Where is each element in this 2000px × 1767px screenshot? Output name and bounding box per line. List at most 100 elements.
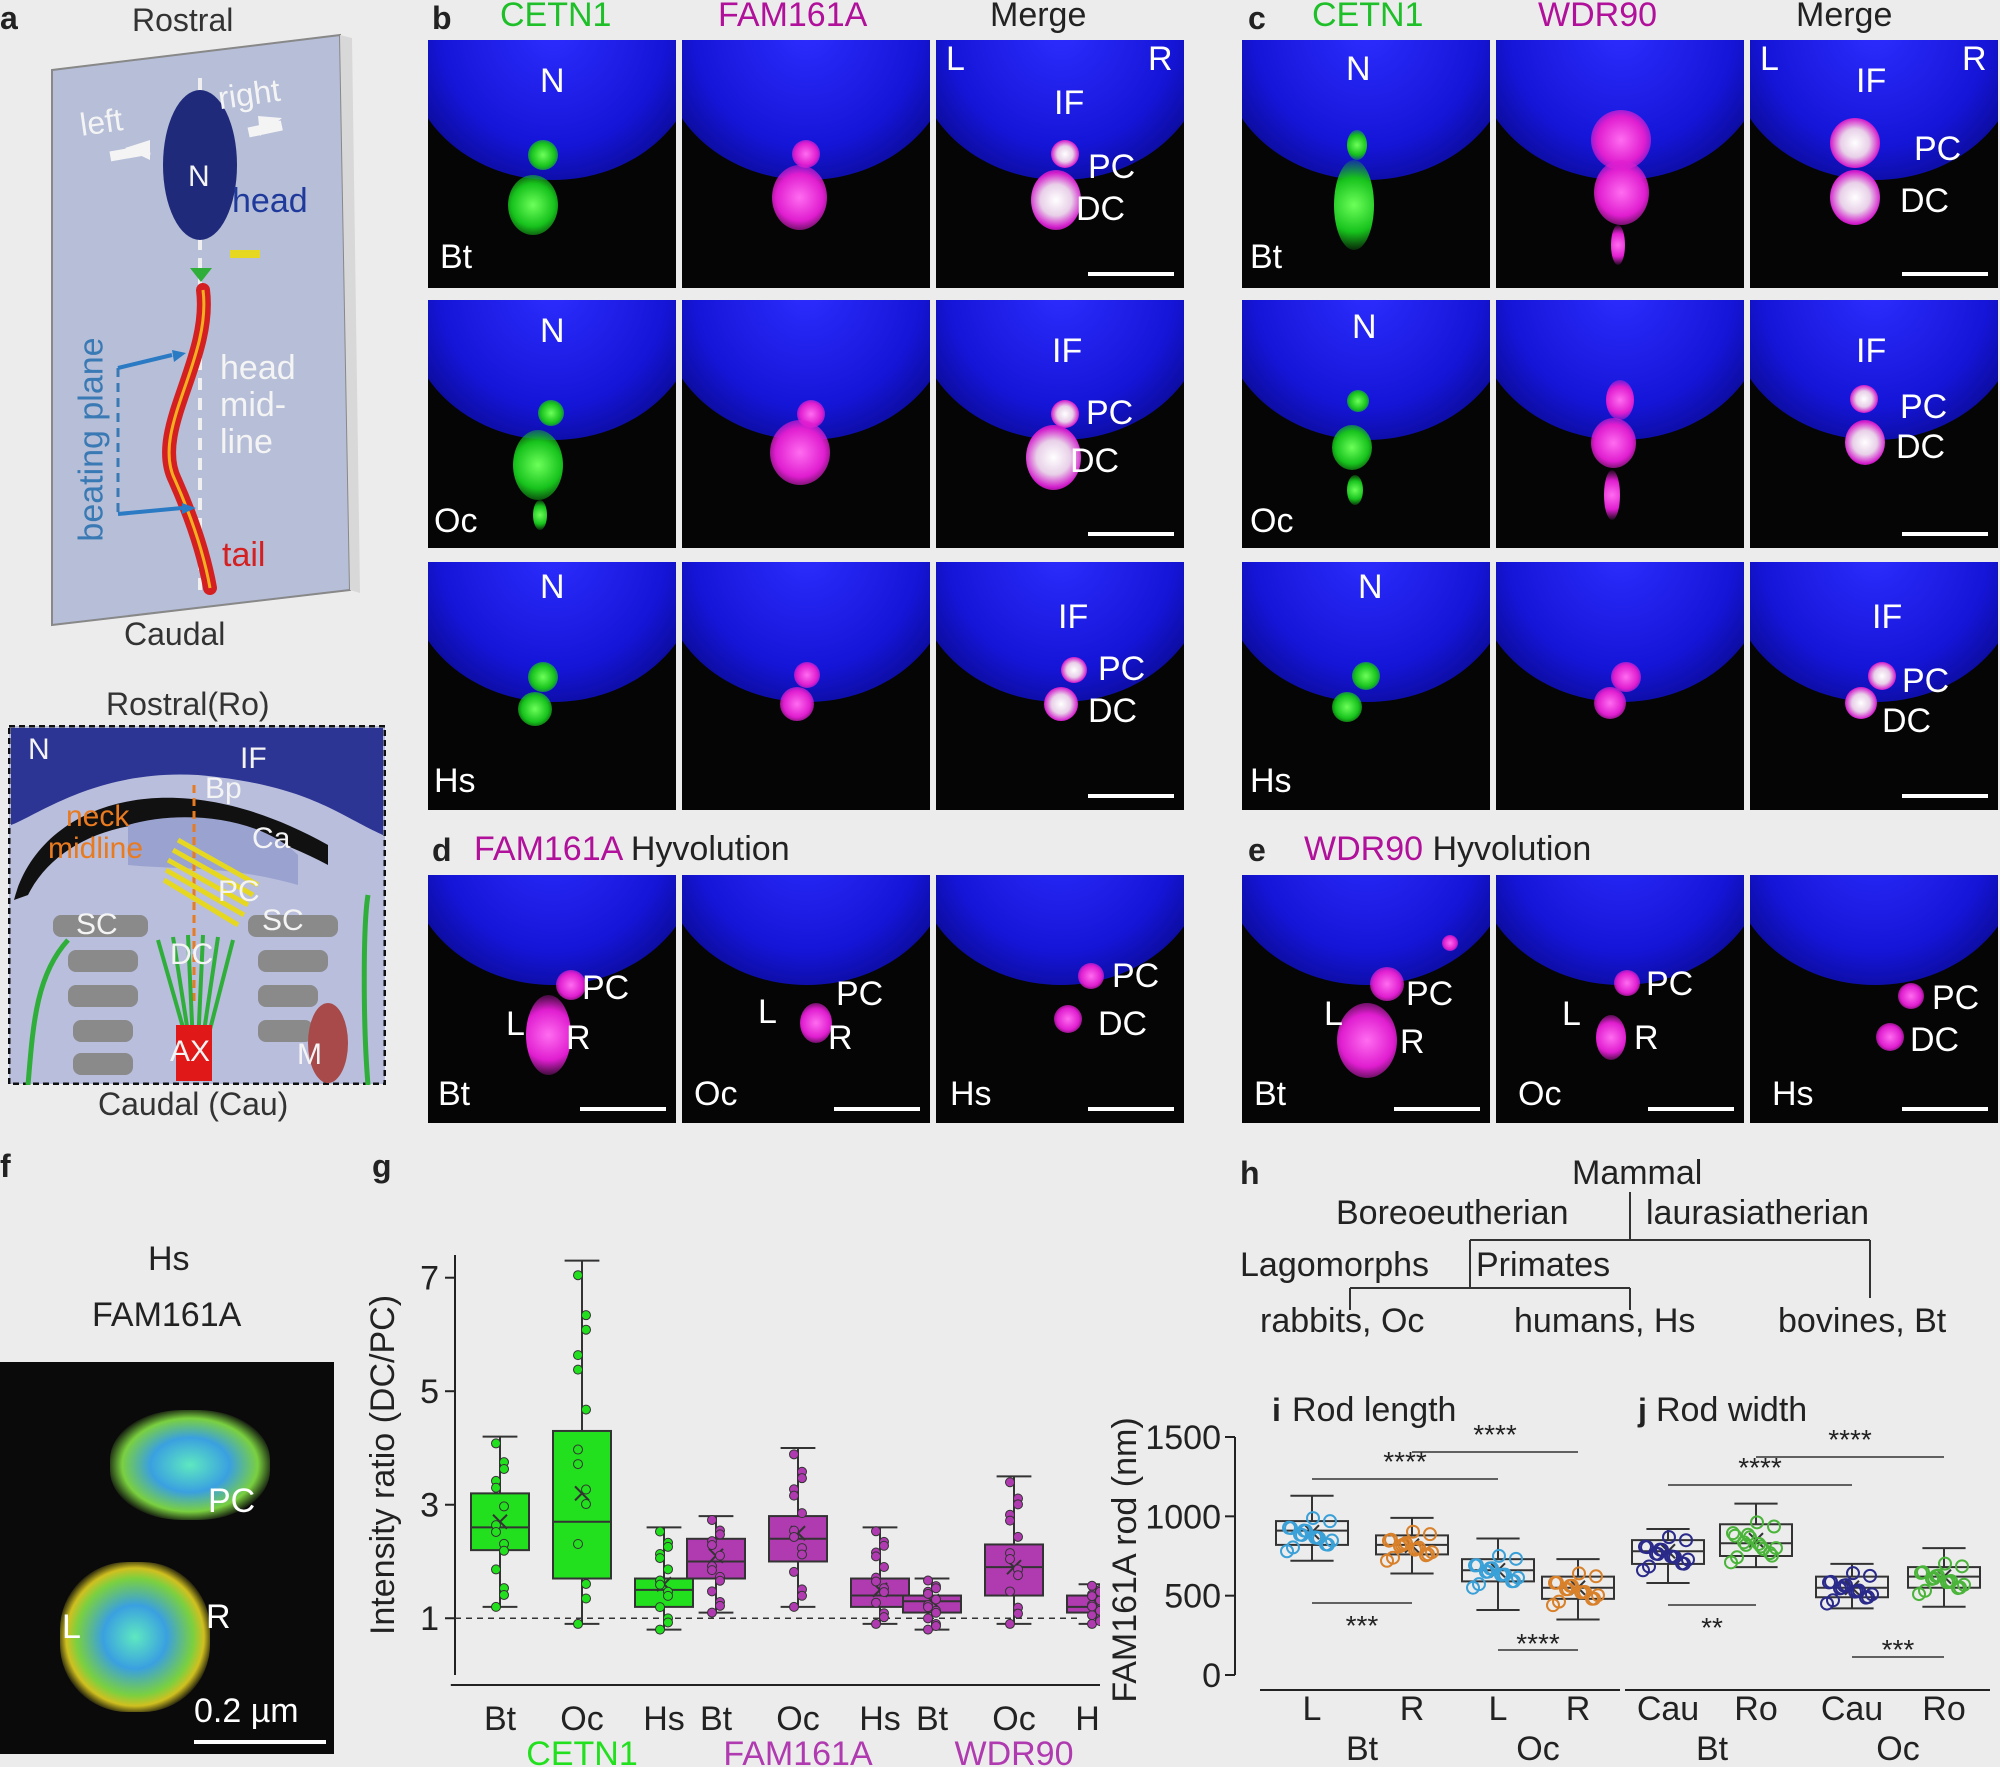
c-oc-wdr90-tile: [1496, 300, 1744, 548]
data-point: [1299, 1523, 1313, 1538]
data-point: [1756, 1542, 1770, 1557]
c-wdr90-header: WDR90: [1538, 0, 1658, 34]
data-point: [1589, 1569, 1603, 1584]
b-cetn1-header: CETN1: [500, 0, 612, 34]
scale-bar: [1088, 272, 1174, 276]
data-point: [1423, 1527, 1437, 1542]
data-point: [707, 1540, 717, 1551]
significance-stars: ***: [1882, 1634, 1915, 1665]
tile-n-label: N: [540, 568, 565, 606]
data-point: [1005, 1553, 1015, 1564]
data-point: [715, 1575, 725, 1586]
tile-dc-label: DC: [1882, 702, 1932, 740]
tile-dc-label: DC: [1070, 442, 1120, 480]
data-point: [1726, 1526, 1740, 1541]
box-CETN1-Bt: [470, 1435, 530, 1608]
data-point: [1005, 1477, 1015, 1488]
data-point: [1284, 1521, 1298, 1536]
tile-species-label: Bt: [1254, 1075, 1287, 1113]
data-point: [491, 1482, 501, 1493]
data-point: [1095, 1605, 1100, 1616]
h-humans: humans, Hs: [1514, 1302, 1696, 1340]
data-point: [923, 1575, 933, 1586]
data-point: [1095, 1586, 1100, 1597]
significance-stars: ****: [1828, 1424, 1872, 1455]
data-point: [707, 1514, 717, 1525]
x-tick-label: Ro: [1734, 1690, 1777, 1728]
tile-if-label: IF: [1872, 598, 1903, 636]
data-point: [879, 1587, 889, 1598]
data-point: [1754, 1539, 1768, 1554]
b-bt-fam161a-tile: [682, 40, 930, 288]
f-species: Hs: [148, 1240, 190, 1278]
data-point: [789, 1449, 799, 1460]
data-point: [573, 1444, 583, 1455]
box: [1275, 1520, 1349, 1546]
e-method: Hyvolution: [1432, 830, 1592, 868]
data-point: [573, 1618, 583, 1629]
significance-stars: **: [1701, 1612, 1723, 1643]
b-bt-cetn1-tile: N Bt: [428, 40, 676, 288]
data-point: [879, 1612, 889, 1623]
x-tick-label: Cau: [1637, 1690, 1699, 1728]
data-point: [581, 1484, 591, 1495]
data-point: [581, 1310, 591, 1321]
data-point: [707, 1586, 717, 1597]
panel-f-label: f: [0, 1148, 11, 1184]
f-r-label: R: [206, 1598, 231, 1636]
neck-m-label: M: [297, 1038, 322, 1071]
tile-dc-label: DC: [1900, 182, 1950, 220]
scale-bar: [1648, 1107, 1734, 1111]
data-point: [663, 1617, 673, 1628]
x-tick-label: Hs: [859, 1700, 901, 1738]
data-point: [1681, 1552, 1695, 1567]
y-axis-label: FAM161A rod (nm): [1106, 1417, 1144, 1702]
tile-pc-label: PC: [1098, 650, 1146, 688]
neck-word: neck: [66, 800, 130, 833]
data-point: [797, 1508, 807, 1519]
data-point: [871, 1526, 881, 1537]
tile-pc-label: PC: [836, 975, 884, 1013]
data-point: [1470, 1558, 1484, 1573]
scale-bar: [1394, 1107, 1480, 1111]
panel-a: Rostral left right N head head mid- line…: [0, 0, 400, 1122]
neck-pc-label: PC: [218, 875, 260, 908]
data-point: [1507, 1574, 1521, 1589]
data-point: [1750, 1515, 1764, 1530]
data-point: [1677, 1556, 1691, 1571]
data-point: [1572, 1566, 1586, 1581]
e-bt-tile: PC L R Bt: [1242, 875, 1490, 1123]
tile-species-label: Bt: [438, 1075, 471, 1113]
y-tick-label: 5: [420, 1373, 439, 1411]
x-tick-label: Bt: [700, 1700, 733, 1738]
left-label: left: [77, 101, 125, 143]
h-rabbits: rabbits, Oc: [1260, 1302, 1425, 1340]
data-point: [871, 1597, 881, 1608]
scale-bar: [1902, 272, 1988, 276]
e-stain: WDR90: [1304, 830, 1424, 868]
data-point: [655, 1579, 665, 1590]
data-point: [1095, 1616, 1100, 1627]
tile-pc-label: PC: [1086, 394, 1134, 432]
data-point: [573, 1539, 583, 1550]
data-point: [1511, 1570, 1525, 1585]
b-fam161a-header: FAM161A: [718, 0, 868, 34]
data-point: [655, 1553, 665, 1564]
head-midline-line3: line: [220, 423, 273, 461]
data-point: [1587, 1591, 1601, 1606]
tree-lines: [1349, 1192, 1871, 1310]
data-point: [499, 1501, 509, 1512]
c-bt-cetn1-tile: N Bt: [1242, 40, 1490, 288]
x-tick-label: Oc: [992, 1700, 1035, 1738]
tile-pc-label: PC: [1646, 965, 1694, 1003]
data-point: [1728, 1528, 1742, 1543]
data-point: [1472, 1577, 1486, 1592]
data-point: [655, 1602, 665, 1613]
data-point: [931, 1594, 941, 1605]
tile-species-label: Bt: [440, 238, 473, 276]
data-point: [923, 1613, 933, 1624]
y-tick-label: 3: [420, 1487, 439, 1525]
tile-species-label: Oc: [1518, 1075, 1562, 1113]
data-point: [1286, 1540, 1300, 1555]
data-point: [715, 1550, 725, 1561]
